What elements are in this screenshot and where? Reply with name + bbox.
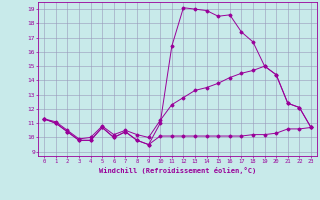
X-axis label: Windchill (Refroidissement éolien,°C): Windchill (Refroidissement éolien,°C) xyxy=(99,167,256,174)
